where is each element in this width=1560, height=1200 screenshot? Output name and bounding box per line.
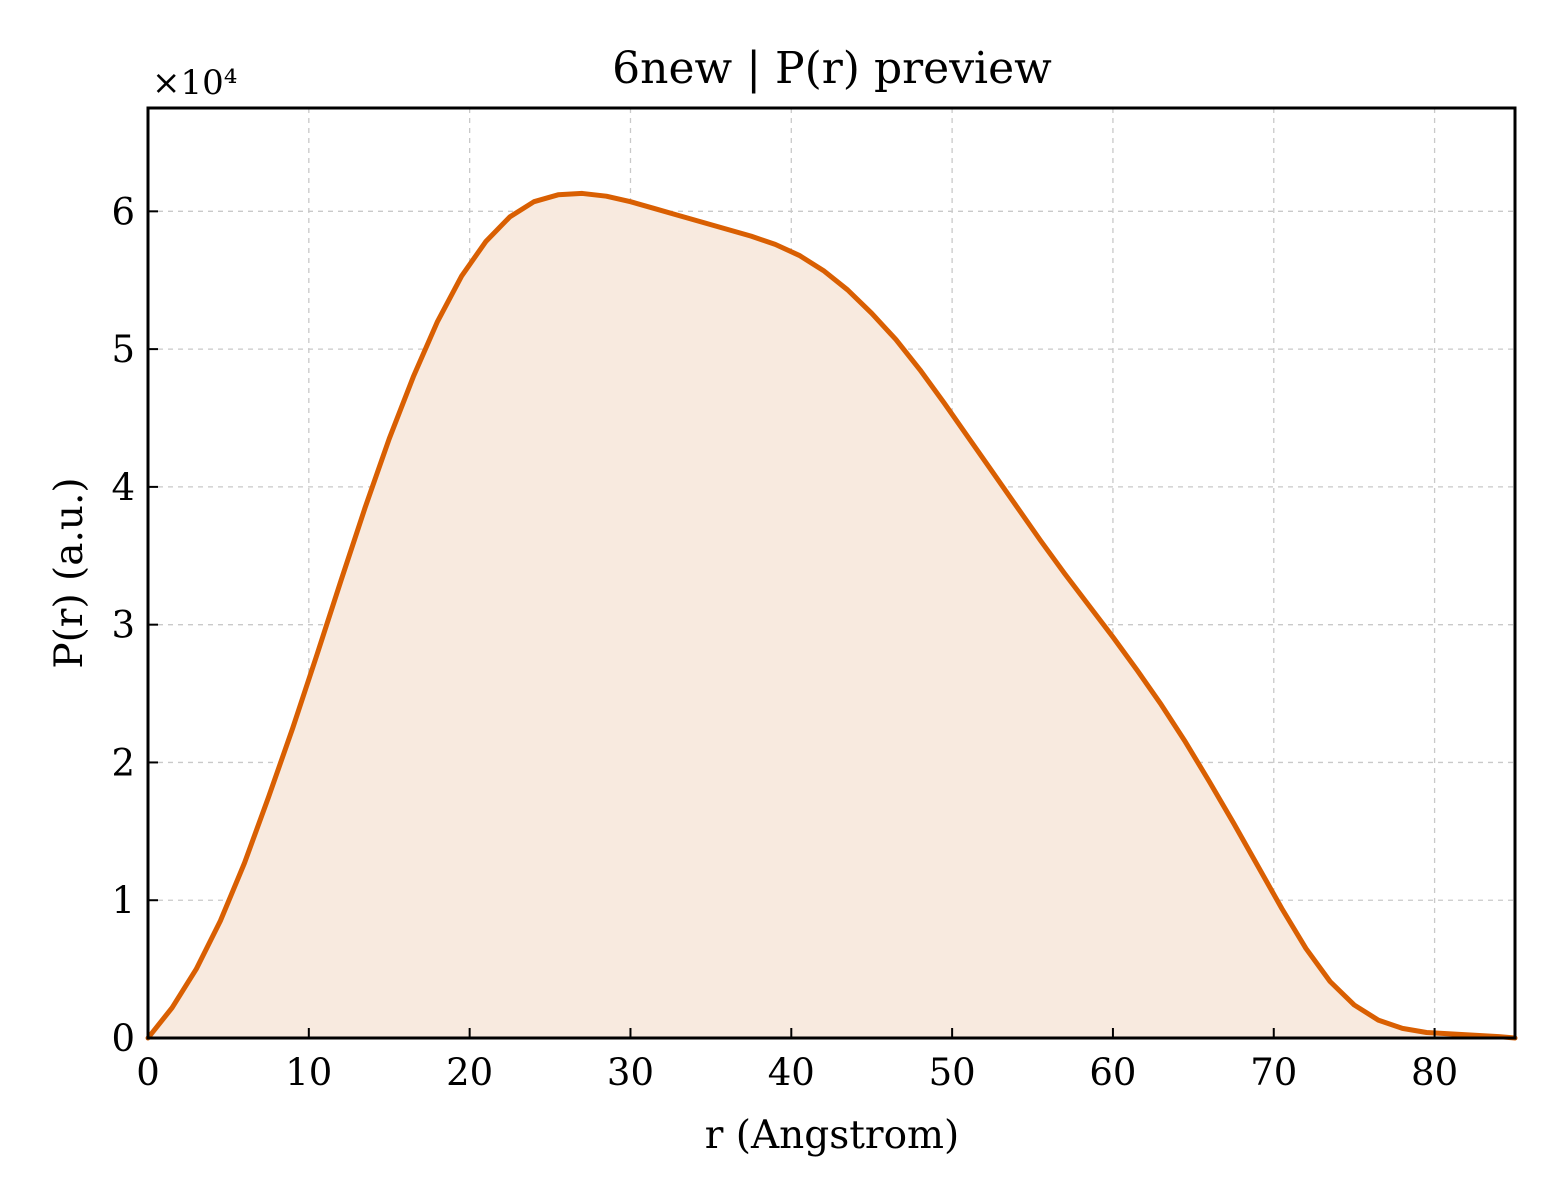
y-tick-label: 4 xyxy=(111,466,135,509)
series-1-area xyxy=(148,193,1515,1038)
x-axis-label: r (Angstrom) xyxy=(705,1113,960,1158)
x-tick-label: 30 xyxy=(607,1051,654,1094)
x-tick-label: 0 xyxy=(136,1051,160,1094)
chart-title: 6new | P(r) preview xyxy=(612,43,1052,94)
series-1-line xyxy=(145,190,1518,1041)
y-tick-label: 1 xyxy=(111,879,135,922)
y-tick-label: 5 xyxy=(111,328,135,371)
y-axis-exponent-label: ×10⁴ xyxy=(152,63,237,103)
x-tick-label: 80 xyxy=(1411,1051,1458,1094)
y-tick-label: 3 xyxy=(111,604,135,647)
axis-layer: 0 10 20 30 40 50 60 70 80 0 1 2 3 4 5 6 xyxy=(111,106,1517,1094)
plot-frame xyxy=(146,106,1517,1040)
series-layer xyxy=(145,190,1518,1041)
y-tick-label: 2 xyxy=(111,741,135,784)
y-tick-label: 6 xyxy=(111,190,135,233)
x-tick-label: 70 xyxy=(1250,1051,1297,1094)
x-tick-label: 50 xyxy=(929,1051,976,1094)
x-tick-label: 40 xyxy=(768,1051,815,1094)
x-tick-label: 10 xyxy=(285,1051,332,1094)
x-tick-label: 20 xyxy=(446,1051,493,1094)
x-tick-label: 60 xyxy=(1089,1051,1136,1094)
y-tick-label: 0 xyxy=(111,1017,135,1060)
y-axis-label: P(r) (a.u.) xyxy=(47,477,92,668)
